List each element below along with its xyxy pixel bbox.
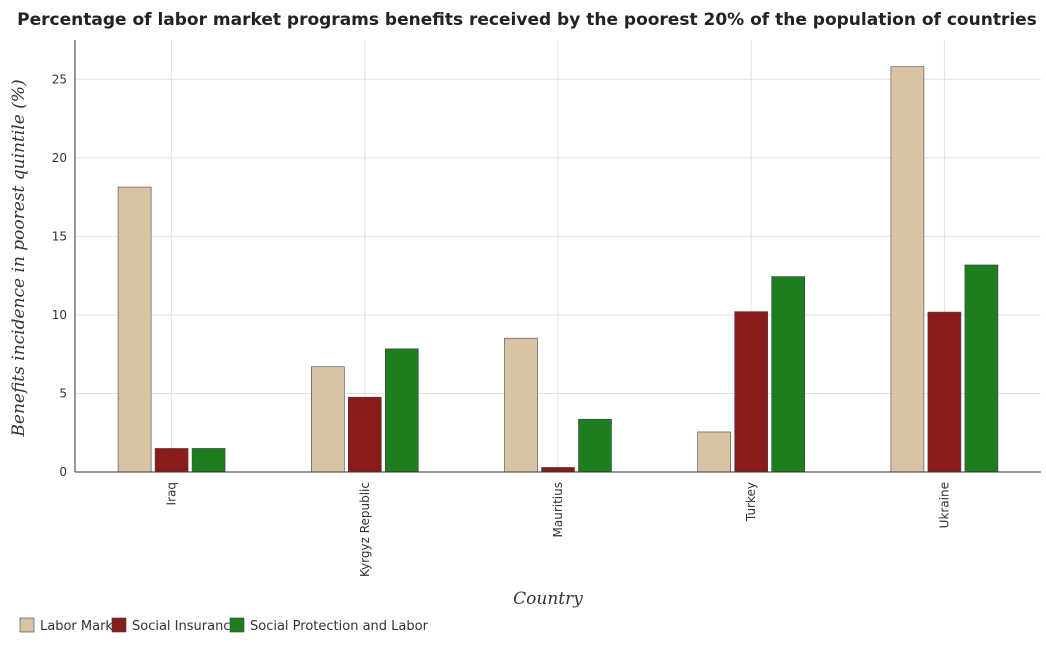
bar-social-protection-and-labor <box>771 276 806 473</box>
x-tick-label: Ukraine <box>937 482 951 528</box>
x-tick-label: Turkey <box>744 482 758 522</box>
x-tick-label: Mauritius <box>551 482 565 537</box>
legend-label: Labor Market <box>40 619 126 634</box>
y-tick-label: 20 <box>52 151 67 165</box>
legend-swatch-social-protection-and-labor <box>229 617 245 633</box>
axes <box>74 40 1041 473</box>
bar-labor-market <box>310 366 345 473</box>
bar-social-protection-and-labor <box>578 418 612 473</box>
y-axis-label: Benefits incidence in poorest quintile (… <box>9 79 29 437</box>
x-axis-label: Country <box>513 589 583 609</box>
bar-labor-market <box>890 66 925 473</box>
x-tick-label: Kyrgyz Republic <box>358 482 372 577</box>
bar-social-insurance <box>347 396 382 473</box>
bar-social-insurance <box>541 467 575 473</box>
legend-swatch-social-insurance <box>111 617 127 633</box>
bar-social-insurance <box>927 311 962 473</box>
legend-swatch-labor-market <box>19 617 35 633</box>
bar-labor-market <box>504 337 538 473</box>
y-tick-label: 0 <box>59 465 67 479</box>
bar-labor-market <box>117 186 152 473</box>
x-tick-label: Iraq <box>165 482 179 505</box>
bars <box>117 66 999 473</box>
y-tick-label: 15 <box>52 229 67 243</box>
y-tick-label: 25 <box>52 72 67 86</box>
gridlines <box>75 40 1041 473</box>
bar-social-insurance <box>734 311 769 473</box>
bar-labor-market <box>697 431 732 473</box>
bar-social-protection-and-labor <box>384 348 419 473</box>
tick-labels: 0 5 10 15 20 25 Iraq Kyrgyz Republic Mauritius Tu… <box>52 72 952 577</box>
bar-social-protection-and-labor <box>964 264 999 473</box>
bar-social-insurance <box>154 448 189 473</box>
chart-title: Percentage of labor market programs bene… <box>17 10 1037 30</box>
y-tick-label: 5 <box>59 386 67 400</box>
y-tick-label: 10 <box>52 308 67 322</box>
legend-label: Social Insurance <box>132 619 238 634</box>
legend-label: Social Protection and Labor <box>250 619 429 634</box>
bar-social-protection-and-labor <box>191 448 226 473</box>
legend: Labor Market Social Insurance Social Prote… <box>19 617 429 634</box>
